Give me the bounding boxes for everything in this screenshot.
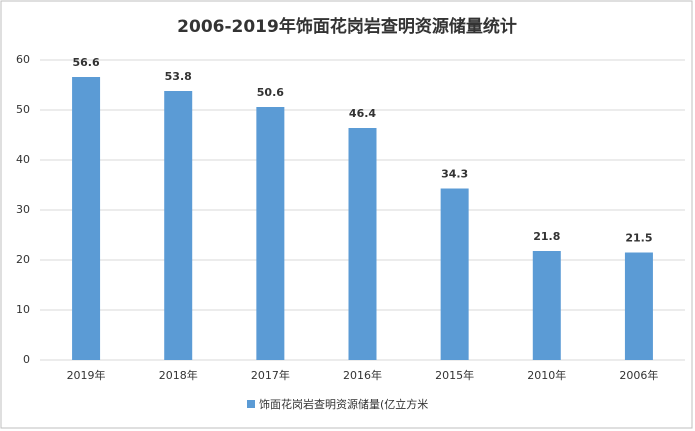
y-tick-label: 30	[16, 203, 30, 216]
y-tick-label: 20	[16, 253, 30, 266]
bar	[164, 91, 193, 360]
legend-label: 饰面花岗岩查明资源储量(亿立方米	[259, 397, 428, 411]
bar	[72, 77, 101, 360]
y-tick-label: 50	[16, 103, 30, 116]
x-tick-label: 2018年	[159, 368, 198, 382]
bar	[624, 252, 653, 360]
data-label: 21.5	[625, 232, 652, 245]
data-label: 46.4	[349, 107, 376, 120]
x-tick-label: 2015年	[435, 368, 474, 382]
chart-title: 2006-2019年饰面花岗岩查明资源储量统计	[177, 16, 517, 37]
data-label: 56.6	[73, 56, 100, 69]
bar	[256, 107, 285, 360]
y-tick-label: 40	[16, 153, 30, 166]
x-tick-label: 2019年	[67, 368, 106, 382]
legend-swatch	[247, 400, 255, 408]
x-tick-label: 2006年	[619, 368, 658, 382]
bar	[532, 251, 561, 360]
y-tick-label: 0	[23, 353, 30, 366]
data-label: 34.3	[441, 168, 468, 181]
data-label: 50.6	[257, 86, 284, 99]
bar	[440, 188, 469, 360]
y-tick-label: 10	[16, 303, 30, 316]
y-tick-label: 60	[16, 53, 30, 66]
data-label: 21.8	[533, 230, 560, 243]
bar	[348, 128, 377, 360]
x-tick-label: 2010年	[527, 368, 566, 382]
x-tick-label: 2017年	[251, 368, 290, 382]
data-label: 53.8	[165, 70, 192, 83]
x-tick-label: 2016年	[343, 368, 382, 382]
